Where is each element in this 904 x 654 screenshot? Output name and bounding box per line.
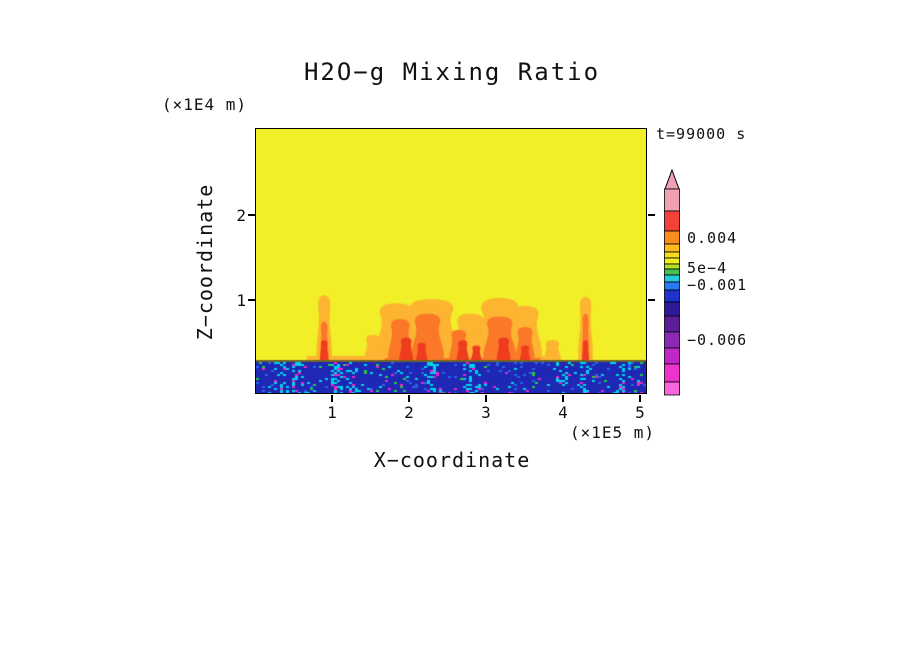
x-tick-label: 1 (327, 403, 337, 422)
y-tick-mark (248, 214, 255, 216)
colorbar-segment (664, 268, 680, 276)
x-tick-label: 3 (481, 403, 491, 422)
colorbar-segment (664, 251, 680, 259)
colorbar-segment (664, 289, 680, 303)
colorbar-segment (664, 257, 680, 265)
plot-title: H2O−g Mixing Ratio (303, 58, 601, 86)
x-tick-label: 2 (404, 403, 414, 422)
x-tick-mark (485, 395, 487, 402)
y-tick-label: 2 (236, 206, 246, 225)
colorbar-segment (664, 263, 680, 270)
colorbar-segment (664, 331, 680, 349)
colorbar-segment (664, 243, 680, 253)
colorbar-labels: 0.004 5e−4 −0.001 −0.006 (687, 0, 777, 654)
heatmap-field (256, 129, 646, 393)
y-tick-label: 1 (236, 291, 246, 310)
x-tick-label: 5 (635, 403, 645, 422)
x-tick-mark (562, 395, 564, 402)
y-axis-label: Z−coordinate (193, 183, 217, 341)
colorbar-segment (664, 363, 680, 383)
colorbar-segment (664, 381, 680, 396)
y-tick-mark-right (648, 214, 655, 216)
x-axis-label: X−coordinate (373, 448, 531, 472)
colorbar-segment (664, 301, 680, 317)
colorbar-segment (664, 230, 680, 245)
colorbar-label: 5e−4 (687, 259, 728, 277)
x-tick-mark (639, 395, 641, 402)
plot-area (255, 128, 647, 394)
y-tick-mark (248, 299, 255, 301)
colorbar-label: 0.004 (687, 229, 738, 247)
colorbar-label: −0.006 (687, 331, 748, 349)
y-tick-mark-right (648, 299, 655, 301)
x-tick-mark (331, 395, 333, 402)
colorbar-segment (664, 315, 680, 333)
colorbar-segment (664, 274, 680, 283)
colorbar-label: −0.001 (687, 276, 748, 294)
colorbar (664, 169, 680, 396)
colorbar-segment (664, 347, 680, 365)
colorbar-segment (664, 281, 680, 291)
colorbar-segment (664, 210, 680, 232)
x-axis-unit: (×1E5 m) (569, 423, 655, 442)
y-axis-unit: (×1E4 m) (162, 95, 248, 114)
x-tick-label: 4 (558, 403, 568, 422)
x-tick-mark (408, 395, 410, 402)
colorbar-arrow (664, 169, 680, 190)
colorbar-segment (664, 188, 680, 212)
timestamp-label: t=99000 s (656, 125, 747, 143)
